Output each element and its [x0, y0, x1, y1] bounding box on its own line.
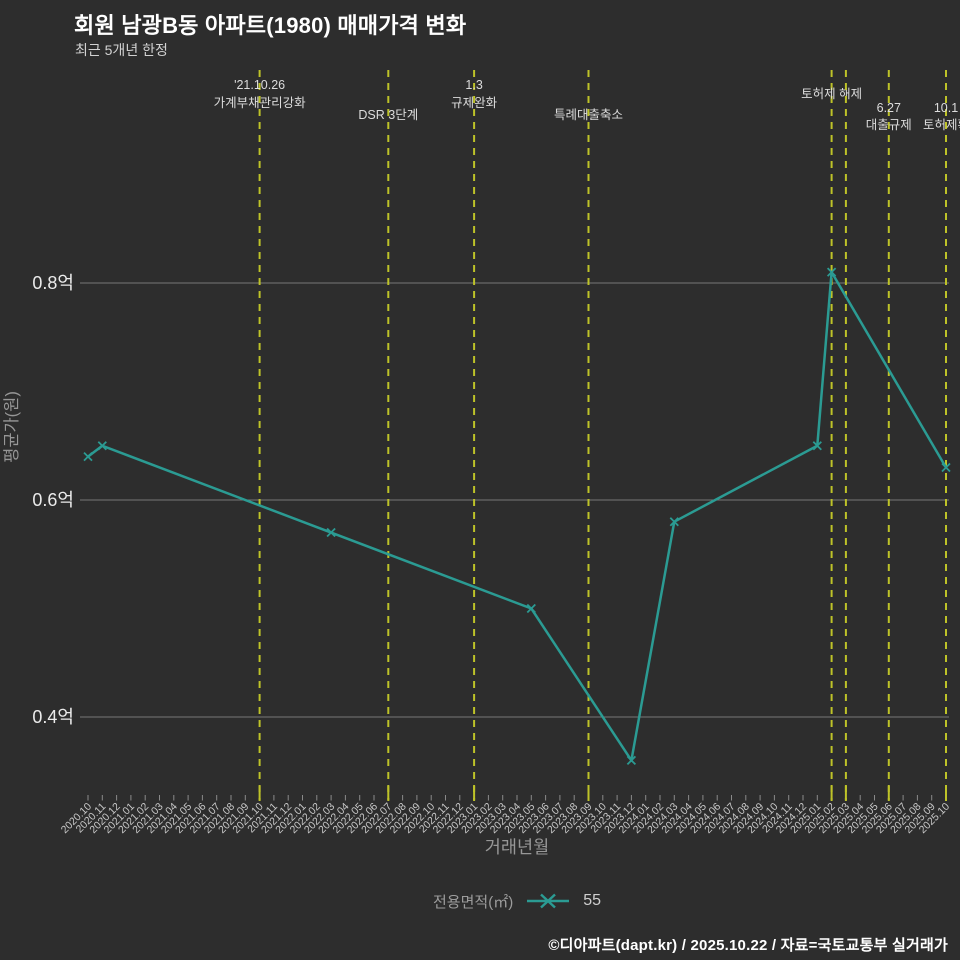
event-label: DSR 3단계: [358, 108, 418, 122]
legend: 전용면적(㎡) 55: [37, 888, 960, 914]
event-label: 가계부채관리강화: [214, 96, 307, 110]
point-marker: [97, 441, 107, 451]
legend-value: 55: [583, 892, 601, 909]
event-label: 토허제확: [923, 118, 960, 132]
y-tick-label: 0.8억: [32, 273, 74, 293]
point-marker: [941, 462, 951, 473]
chart-title: 회원 남광B동 아파트(1980) 매매가격 변화: [74, 13, 467, 38]
chart-subtitle: 최근 5개년 한정: [75, 42, 168, 58]
event-label: 특례대출축소: [554, 108, 623, 122]
event-label: 6.27: [877, 101, 901, 115]
point-marker: [326, 527, 336, 538]
y-tick-label: 0.4억: [32, 707, 74, 727]
point-marker: [812, 441, 822, 451]
event-label: 10.1: [934, 101, 958, 115]
event-label: 대출규제: [866, 118, 912, 132]
point-marker: [826, 267, 837, 277]
y-axis-title: 평균가(원): [2, 391, 21, 463]
event-label: 토허제 해제: [801, 87, 862, 101]
point-marker: [669, 517, 679, 527]
x-axis-title: 거래년월: [485, 837, 549, 857]
y-tick-label: 0.6억: [32, 490, 74, 510]
footer-credit: ©디아파트(dapt.kr) / 2025.10.22 / 자료=국토교통부 실…: [548, 937, 948, 954]
point-marker: [526, 603, 536, 614]
legend-line-x-marker-icon: [527, 893, 570, 909]
legend-label: 전용면적(㎡): [433, 893, 514, 911]
event-label: 규제완화: [451, 96, 498, 110]
event-label: 1.3: [465, 78, 482, 92]
point-marker: [83, 451, 93, 462]
point-marker: [626, 755, 637, 766]
event-label: '21.10.26: [234, 78, 285, 92]
price-line: [87, 270, 948, 762]
